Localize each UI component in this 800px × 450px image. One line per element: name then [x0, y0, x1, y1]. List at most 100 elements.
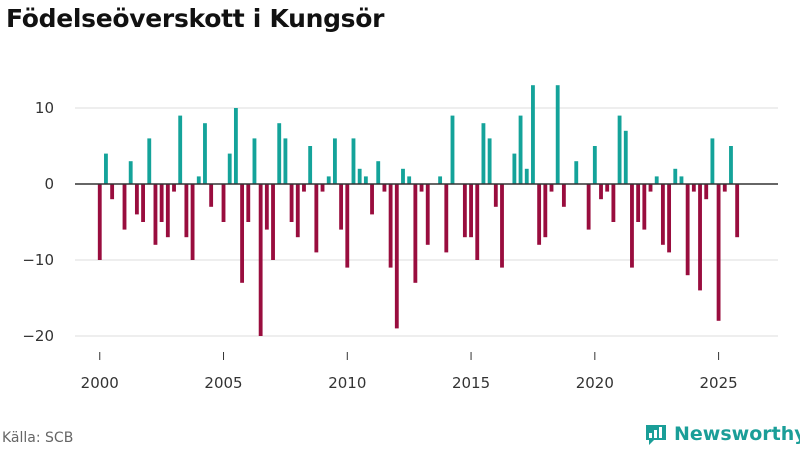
bar	[283, 138, 288, 184]
bar	[710, 138, 715, 184]
bar	[722, 184, 727, 192]
bar	[128, 161, 133, 184]
bar	[543, 184, 548, 238]
x-tick-label: 2015	[452, 374, 490, 392]
bar	[537, 184, 542, 245]
bar	[172, 184, 176, 192]
bar	[654, 176, 659, 184]
bar	[586, 184, 591, 230]
bar	[388, 184, 393, 268]
bar	[339, 184, 344, 230]
bar	[376, 161, 381, 184]
source-note: Källa: SCB	[2, 430, 74, 446]
bar	[326, 176, 331, 184]
bar	[122, 184, 127, 230]
bar	[599, 184, 603, 200]
bar	[735, 184, 740, 238]
bar	[462, 184, 467, 238]
bar	[493, 184, 498, 207]
bar-chart: −20 −10 0 10 2000 2005 2010 2015 2020 2025	[22, 85, 778, 392]
y-tick-label: −20	[22, 327, 54, 345]
bar	[704, 184, 709, 200]
newsworthy-logo: Newsworthy	[644, 420, 800, 448]
bar	[240, 184, 245, 283]
bar	[648, 184, 653, 192]
bar	[141, 184, 145, 222]
bar	[524, 168, 529, 184]
bar	[518, 115, 523, 184]
bar	[605, 184, 610, 192]
bar	[203, 123, 207, 184]
bar	[97, 184, 102, 260]
bar	[425, 184, 430, 245]
bar	[716, 184, 721, 321]
bar	[660, 184, 665, 245]
bars	[97, 85, 740, 336]
bar	[481, 123, 486, 184]
bar	[264, 184, 269, 230]
bar	[623, 130, 628, 184]
newsworthy-logo-icon	[646, 425, 666, 445]
bar	[512, 153, 517, 184]
bar	[196, 176, 201, 184]
bar	[549, 184, 554, 192]
x-tick-label: 2010	[328, 374, 366, 392]
bar	[370, 184, 374, 215]
bar	[295, 184, 300, 238]
bar	[636, 184, 641, 222]
chart-title: Födelseöverskott i Kungsör	[6, 4, 385, 33]
bar	[221, 184, 226, 222]
bar	[357, 168, 362, 184]
bar	[401, 168, 405, 184]
bar	[184, 184, 189, 238]
bar	[642, 184, 647, 230]
bar	[500, 184, 504, 268]
bar	[679, 176, 684, 184]
y-tick-label: 0	[44, 175, 54, 193]
x-tick-label: 2005	[204, 374, 242, 392]
bar	[314, 184, 319, 253]
bar	[698, 184, 702, 291]
brand-name: Newsworthy	[674, 423, 800, 445]
bar	[438, 176, 443, 184]
bar	[363, 176, 368, 184]
bar	[691, 184, 696, 192]
bar	[617, 115, 622, 184]
bar	[165, 184, 170, 238]
bar	[178, 115, 183, 184]
bar	[611, 184, 616, 222]
bar	[308, 146, 313, 184]
bar	[147, 138, 152, 184]
bar	[159, 184, 164, 222]
bar	[233, 108, 238, 184]
bar	[487, 138, 492, 184]
bar	[258, 184, 263, 336]
bar	[667, 184, 672, 253]
bar	[246, 184, 251, 222]
y-tick-label: 10	[35, 99, 54, 117]
x-tick-label: 2020	[576, 374, 614, 392]
y-tick-label: −10	[22, 251, 54, 269]
bar	[555, 85, 560, 184]
bar	[153, 184, 158, 245]
bar	[729, 146, 733, 184]
bar	[209, 184, 214, 207]
bar	[332, 138, 337, 184]
bar	[302, 184, 306, 192]
bar	[277, 123, 282, 184]
bar	[673, 168, 678, 184]
bar	[252, 138, 257, 184]
x-axis-ticks: 2000 2005 2010 2015 2020 2025	[81, 352, 738, 392]
bar	[351, 138, 356, 184]
bar	[444, 184, 449, 253]
bar	[531, 85, 535, 184]
bar	[592, 146, 597, 184]
bar	[630, 184, 634, 268]
bar	[574, 161, 579, 184]
bar	[561, 184, 566, 207]
x-tick-label: 2000	[81, 374, 119, 392]
y-axis-ticks: −20 −10 0 10	[22, 99, 54, 345]
bar	[110, 184, 115, 200]
bar	[419, 184, 424, 192]
bar	[320, 184, 325, 192]
